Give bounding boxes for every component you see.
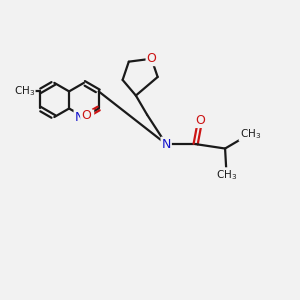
Text: O: O bbox=[195, 114, 205, 127]
Text: O: O bbox=[81, 109, 91, 122]
Text: CH$_3$: CH$_3$ bbox=[14, 85, 35, 98]
Text: CH$_3$: CH$_3$ bbox=[216, 168, 237, 182]
Text: NH: NH bbox=[74, 110, 93, 124]
Text: O: O bbox=[146, 52, 156, 65]
Text: N: N bbox=[161, 138, 171, 151]
Text: CH$_3$: CH$_3$ bbox=[239, 127, 261, 141]
